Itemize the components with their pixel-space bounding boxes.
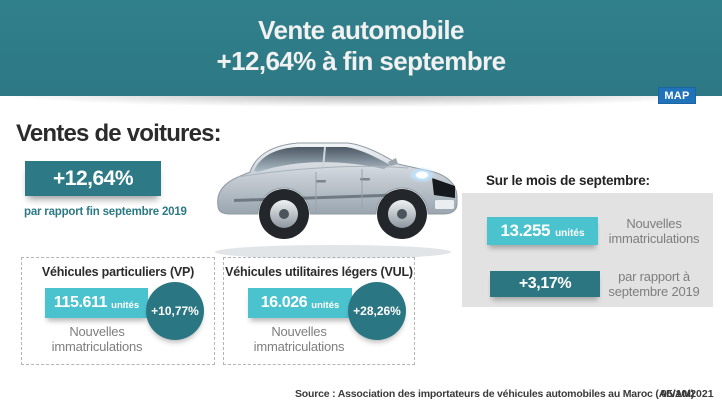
september-variation-badge: +3,17%: [490, 271, 600, 297]
segment-vul-title: Véhicules utilitaires légers (VUL): [225, 265, 413, 279]
september-registrations-badge: 13.255 unités: [487, 217, 598, 245]
page-title: Vente automobile +12,64% à fin septembre: [0, 0, 722, 77]
september-registrations-label: Nouvelles immatriculations: [608, 216, 700, 246]
segment-vul-units-badge: 16.026 unités: [248, 288, 352, 318]
car-image: [215, 142, 458, 259]
page-title-line1: Vente automobile: [258, 15, 464, 45]
segment-vp-units-unit: unités: [111, 299, 140, 311]
segment-vul-units-value: 16.026: [260, 294, 308, 311]
total-variation-badge: +12,64%: [25, 161, 161, 196]
segment-vul-units-unit: unités: [311, 299, 340, 311]
segment-vp-units-badge: 115.611 unités: [45, 288, 148, 318]
segment-vp-units-value: 115.611: [53, 294, 108, 311]
september-registrations-value: 13.255: [500, 221, 551, 240]
september-variation-label: par rapport à septembre 2019: [608, 269, 700, 299]
september-variation-value: +3,17%: [518, 275, 572, 292]
total-variation-caption: par rapport fin septembre 2019: [24, 206, 187, 218]
segment-vp-label: Nouvelles immatriculations: [51, 324, 143, 354]
map-agency-logo: MAP: [658, 87, 696, 104]
header-fold-shadow: [0, 96, 722, 107]
publication-date: 05/10/2021: [661, 388, 714, 400]
section-heading-september: Sur le mois de septembre:: [486, 173, 650, 188]
header-band: Vente automobile +12,64% à fin septembre: [0, 0, 722, 96]
segment-vp-delta-circle: +10,77%: [146, 282, 204, 340]
september-panel: 13.255 unités Nouvelles immatriculations…: [462, 193, 713, 307]
section-heading-car-sales: Ventes de voitures:: [16, 120, 222, 147]
car-illustration: [198, 102, 468, 262]
segment-vp-box: Véhicules particuliers (VP) 115.611 unit…: [21, 257, 215, 365]
source-attribution: Source : Association des importateurs de…: [295, 388, 695, 400]
segment-vul-box: Véhicules utilitaires légers (VUL) 16.02…: [223, 257, 415, 365]
september-registrations-unit: unités: [555, 228, 585, 239]
page-title-line2: +12,64% à fin septembre: [216, 46, 507, 76]
segment-vul-delta-circle: +28,26%: [348, 282, 406, 340]
segment-vp-title: Véhicules particuliers (VP): [41, 265, 195, 279]
segment-vul-label: Nouvelles immatriculations: [253, 324, 345, 354]
